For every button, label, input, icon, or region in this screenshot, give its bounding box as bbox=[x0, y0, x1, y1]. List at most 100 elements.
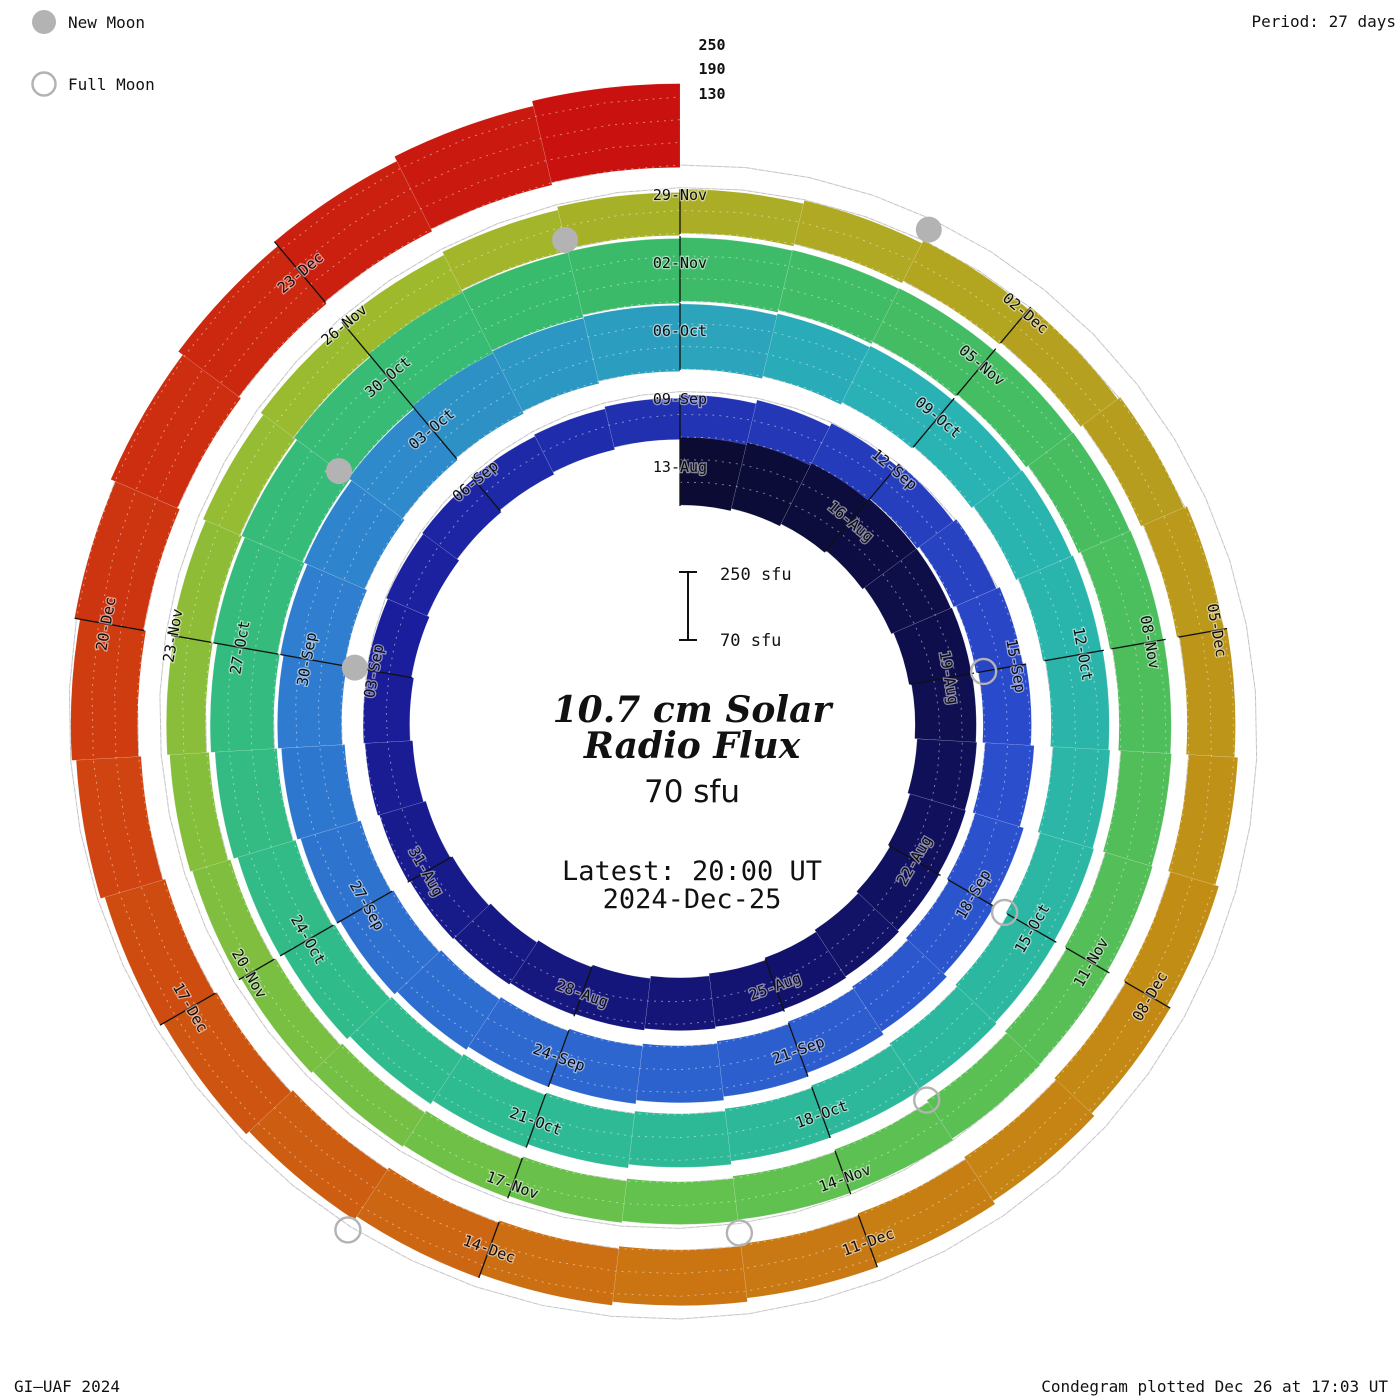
segment-separator bbox=[507, 1157, 524, 1199]
flux-bar bbox=[533, 408, 616, 473]
flux-bar bbox=[341, 254, 463, 355]
segment-separator bbox=[478, 1221, 500, 1279]
flux-bar bbox=[814, 892, 900, 977]
flux-bar bbox=[379, 800, 451, 883]
flux-bar bbox=[913, 398, 1022, 509]
flux-bar bbox=[531, 83, 681, 183]
flux-bar bbox=[471, 435, 555, 511]
segment-separator bbox=[573, 966, 593, 1017]
flux-bar bbox=[621, 1178, 739, 1225]
flux-bar bbox=[461, 252, 584, 351]
segment-separator bbox=[471, 476, 501, 512]
full-moon-marker bbox=[969, 657, 998, 686]
radial-tick-190: 190 bbox=[698, 60, 725, 78]
segment-separator bbox=[547, 1029, 570, 1088]
segment-separator bbox=[1178, 627, 1228, 638]
date-label: 09-Sep bbox=[653, 390, 707, 408]
flux-bar bbox=[110, 354, 242, 509]
date-label: 13-Aug bbox=[653, 458, 707, 476]
date-label: 02-Nov bbox=[653, 254, 707, 272]
segment-separator bbox=[977, 663, 1027, 674]
flux-bar bbox=[468, 996, 569, 1088]
flux-bar bbox=[644, 975, 716, 1031]
baseline-value-label: 70 sfu bbox=[644, 774, 740, 810]
flux-bar bbox=[963, 1079, 1095, 1202]
flux-bar bbox=[679, 303, 778, 379]
radial-tick-130: 130 bbox=[698, 85, 725, 103]
flux-bar bbox=[918, 518, 997, 608]
flux-bar bbox=[724, 1087, 831, 1162]
flux-bar bbox=[75, 756, 164, 899]
new-moon-marker bbox=[341, 654, 368, 681]
segment-separator bbox=[407, 856, 452, 883]
flux-bar bbox=[679, 394, 757, 446]
radial-gridline-overlay bbox=[114, 141, 1212, 1275]
flux-bar bbox=[778, 249, 900, 345]
moon-markers bbox=[325, 216, 1019, 1247]
gridline-overlays bbox=[68, 96, 1258, 1320]
full-moon-icon bbox=[31, 71, 57, 97]
flux-bars bbox=[70, 83, 1239, 1306]
new-moon-marker bbox=[325, 458, 352, 485]
segment-separator bbox=[1065, 947, 1110, 974]
latest-time-label: Latest: 20:00 UT bbox=[562, 856, 822, 887]
segment-separator bbox=[910, 672, 975, 685]
flux-bar bbox=[856, 845, 940, 931]
flux-bar bbox=[746, 399, 831, 466]
full-moon-marker bbox=[725, 1219, 754, 1247]
flux-bar bbox=[453, 903, 538, 985]
flux-bar bbox=[679, 237, 793, 313]
segment-separator bbox=[238, 958, 275, 981]
flux-bar bbox=[978, 663, 1032, 746]
flux-bar bbox=[1102, 750, 1172, 867]
flux-bar bbox=[567, 238, 681, 316]
segment-separator bbox=[888, 845, 941, 876]
segment-separator bbox=[74, 617, 145, 632]
plotted-label: Condegram plotted Dec 26 at 17:03 UT bbox=[1041, 1377, 1388, 1396]
radial-gridline-overlay bbox=[91, 119, 1235, 1297]
new-moon-marker bbox=[552, 226, 579, 253]
segment-separator bbox=[825, 496, 872, 552]
segment-separator bbox=[525, 1093, 547, 1148]
credit-label: GI–UAF 2024 bbox=[14, 1377, 120, 1396]
date-label: 29-Nov bbox=[653, 186, 707, 204]
new-moon-marker bbox=[915, 216, 942, 243]
segment-separator bbox=[280, 653, 346, 667]
segment-separator bbox=[787, 1022, 809, 1077]
date-label: 06-Oct bbox=[653, 322, 707, 340]
flux-bar bbox=[1167, 754, 1239, 886]
new-moon-icon bbox=[32, 10, 56, 34]
flux-bar bbox=[213, 536, 305, 655]
flux-bar bbox=[394, 105, 553, 230]
segment-separator bbox=[279, 924, 334, 957]
flux-bar bbox=[973, 469, 1072, 581]
flux-bar bbox=[1082, 396, 1185, 527]
flux-bar bbox=[491, 317, 600, 412]
segment-separator bbox=[336, 890, 393, 924]
flux-bar bbox=[312, 1043, 426, 1148]
flux-bar bbox=[241, 439, 351, 563]
flux-bar bbox=[851, 939, 948, 1032]
flux-bar bbox=[74, 481, 180, 631]
scale-bar: 250 sfu 70 sfu bbox=[679, 565, 792, 651]
flux-bar bbox=[740, 1215, 878, 1299]
flux-bar bbox=[274, 160, 433, 303]
flux-bar bbox=[869, 463, 954, 549]
flux-bar bbox=[366, 598, 430, 678]
segment-separator bbox=[1124, 981, 1171, 1009]
flux-bar bbox=[1037, 746, 1111, 849]
segment-separator bbox=[368, 353, 414, 408]
flux-bar bbox=[926, 1032, 1041, 1140]
flux-bar bbox=[1053, 981, 1171, 1114]
full-moon-marker bbox=[913, 1086, 941, 1114]
flux-bar bbox=[708, 959, 785, 1028]
segment-separator bbox=[213, 642, 279, 655]
flux-bar bbox=[281, 744, 359, 840]
segment-separator bbox=[273, 241, 327, 303]
flux-bar bbox=[635, 1043, 725, 1104]
flux-bar bbox=[957, 349, 1073, 468]
segment-separator bbox=[365, 668, 413, 679]
flux-bar bbox=[864, 548, 952, 635]
